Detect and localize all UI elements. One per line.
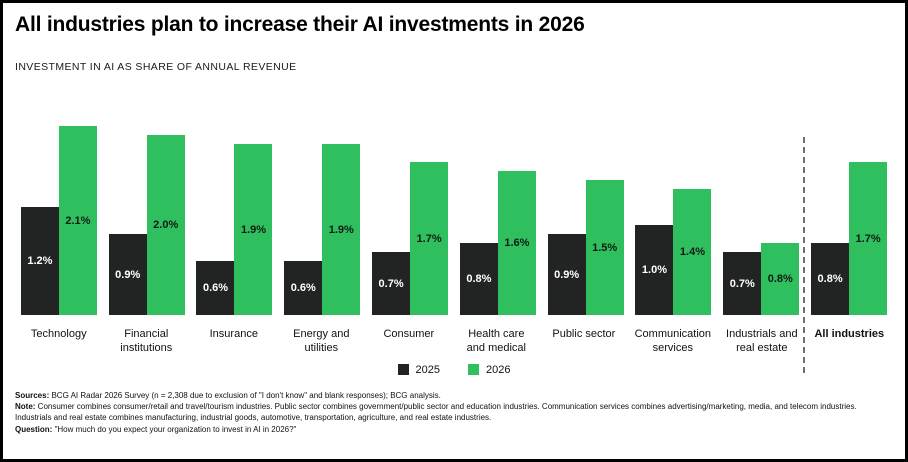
bar-value-label: 1.4% — [679, 246, 706, 258]
bar-group: 0.7% 1.7% — [366, 162, 454, 315]
note-text: Consumer combines consumer/retail and tr… — [15, 401, 857, 423]
bar-2025: 1.0% — [635, 225, 674, 315]
labels-row: Technology Financial institutions Insuranc… — [15, 328, 893, 356]
bar-2026: 1.6% — [497, 171, 536, 315]
note-note: Note: Consumer combines consumer/retail … — [15, 401, 893, 424]
bar-group: 0.8% 1.6% — [454, 171, 542, 315]
bar-value-label: 0.6% — [290, 282, 316, 294]
bar-2026: 1.9% — [234, 144, 273, 315]
bar-value-label: 2.1% — [65, 214, 91, 227]
bar-group: 0.6% 1.9% — [191, 144, 279, 315]
bar-value-label: 1.9% — [240, 223, 267, 236]
legend: 2025 2026 — [15, 364, 893, 376]
bar-value-label: 1.2% — [27, 255, 53, 267]
bar-2025: 0.8% — [811, 243, 850, 315]
category-label: All industries — [814, 328, 885, 340]
bar-group: 0.9% 1.5% — [542, 180, 630, 315]
sources-label: Sources: — [15, 390, 50, 400]
bar-2026: 1.7% — [410, 162, 449, 315]
sources-note: Sources: BCG AI Radar 2026 Survey (n = 2… — [15, 390, 893, 401]
category-label: Communication services — [634, 328, 712, 354]
bar-2026: 1.5% — [585, 180, 624, 315]
bar-group: 1.0% 1.4% — [630, 189, 718, 315]
bar-2025: 0.9% — [108, 234, 147, 315]
category-label: Energy and utilities — [293, 328, 350, 354]
category-label: Industrials and real estate — [726, 328, 798, 354]
bar-value-label: 1.7% — [416, 232, 442, 245]
bar-2026: 2.1% — [58, 126, 97, 315]
bar-value-label: 0.7% — [378, 277, 404, 290]
bar-value-label: 1.7% — [855, 232, 881, 245]
all-industries-separator — [803, 137, 805, 373]
legend-swatch — [468, 364, 479, 375]
bar-value-label: 0.9% — [554, 268, 580, 281]
note-label: Note: — [15, 401, 36, 411]
category-label: Health care and medical — [466, 328, 526, 354]
bar-2026: 1.4% — [673, 189, 712, 315]
bar-group: 0.8% 1.7% — [805, 162, 893, 315]
bar-2025: 1.2% — [20, 207, 59, 315]
bar-value-label: 0.8% — [767, 273, 793, 285]
sources-text: BCG AI Radar 2026 Survey (n = 2,308 due … — [49, 390, 441, 400]
bar-value-label: 2.0% — [153, 219, 179, 231]
bar-chart: 1.2% 2.1% 0.9% 2.0% 0.6% 1.9% 0.6% 1.9% 0.7% 1.7%… — [15, 99, 893, 373]
bar-value-label: 0.6% — [202, 282, 229, 294]
bar-2025: 0.7% — [372, 252, 411, 315]
category-label: Public sector — [552, 328, 616, 340]
category-label: Insurance — [209, 328, 258, 340]
bar-2025: 0.6% — [196, 261, 235, 315]
category-label: Financial institutions — [120, 328, 173, 354]
bar-value-label: 0.8% — [817, 273, 843, 285]
legend-item-2025: 2025 — [397, 363, 440, 376]
bar-group: 0.9% 2.0% — [103, 135, 191, 315]
page-title: All industries plan to increase their AI… — [15, 13, 585, 36]
bar-value-label: 0.8% — [466, 273, 492, 285]
footnotes: Sources: BCG AI Radar 2026 Survey (n = 2… — [15, 390, 893, 435]
bar-2026: 1.9% — [322, 144, 361, 315]
bar-group: 0.6% 1.9% — [278, 144, 366, 315]
bar-2025: 0.9% — [547, 234, 586, 315]
chart-subtitle: INVESTMENT IN AI AS SHARE OF ANNUAL REVE… — [15, 61, 297, 73]
bar-value-label: 1.5% — [592, 241, 618, 254]
legend-swatch — [397, 364, 409, 375]
bar-2025: 0.6% — [284, 261, 323, 315]
question-label: Question: — [15, 424, 53, 434]
bar-value-label: 1.0% — [641, 264, 668, 276]
category-label: Technology — [30, 328, 87, 340]
legend-item-2026: 2026 — [468, 364, 510, 376]
bar-value-label: 0.9% — [115, 268, 141, 281]
bar-2026: 2.0% — [146, 135, 185, 315]
legend-label: 2025 — [415, 363, 440, 376]
bar-value-label: 1.9% — [328, 223, 354, 236]
bar-2025: 0.8% — [459, 243, 498, 315]
bar-value-label: 1.6% — [504, 237, 530, 249]
bar-2026: 0.8% — [761, 243, 800, 315]
bar-2026: 1.7% — [849, 162, 888, 315]
bar-group: 0.7% 0.8% — [717, 243, 805, 315]
bar-2025: 0.7% — [723, 252, 762, 315]
question-text: "How much do you expect your organizatio… — [52, 424, 297, 434]
bar-value-label: 0.7% — [729, 277, 755, 290]
bars-row: 1.2% 2.1% 0.9% 2.0% 0.6% 1.9% 0.6% 1.9% 0.7% 1.7%… — [15, 99, 893, 315]
bar-group: 1.2% 2.1% — [15, 126, 103, 315]
category-label: Consumer — [383, 328, 435, 340]
legend-label: 2026 — [486, 363, 511, 376]
question-note: Question: "How much do you expect your o… — [15, 424, 893, 435]
